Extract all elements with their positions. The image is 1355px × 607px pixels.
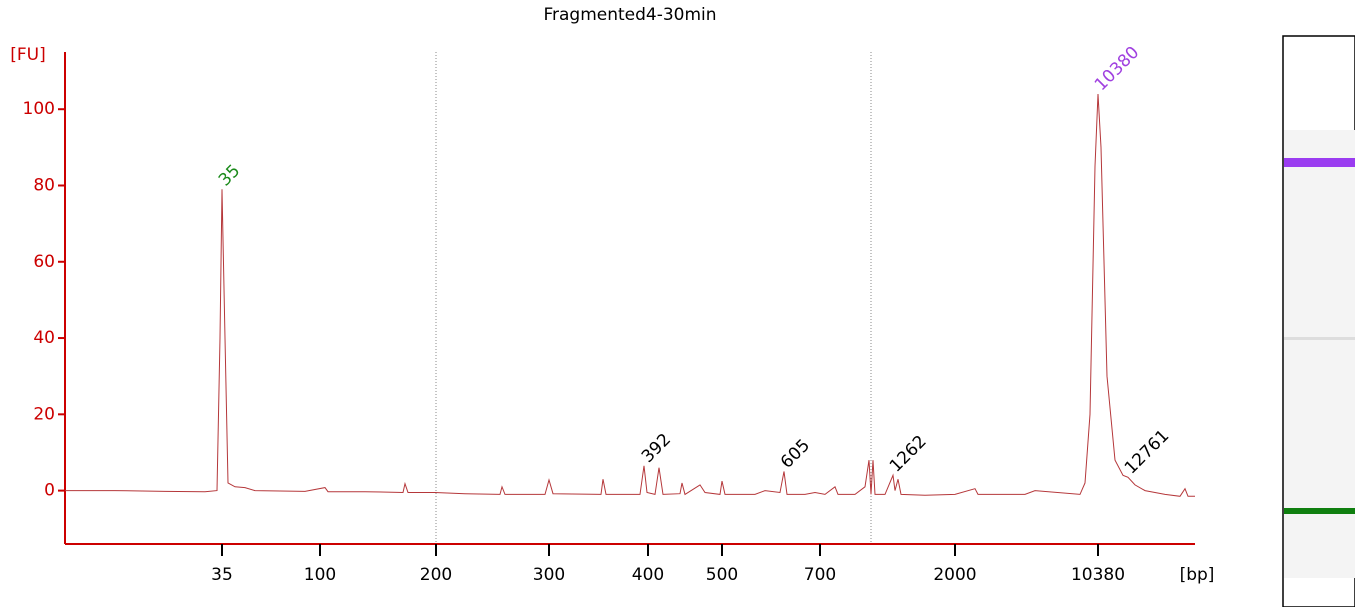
peak-label: 1262 [886,432,931,477]
chart-title: Fragmented4-30min [543,5,716,25]
x-tick-label: 700 [804,565,836,585]
x-tick-label: 10380 [1071,565,1125,585]
y-tick-label: 100 [23,99,55,119]
y-tick-label: 40 [33,328,55,348]
x-tick-label: 300 [533,565,565,585]
peak-label: 392 [638,430,675,467]
gel-band-lower [1284,508,1355,514]
y-tick-label: 0 [44,481,55,501]
peak-label: 35 [215,161,244,190]
gel-faint-band [1284,337,1355,340]
gel-lane [1282,35,1355,607]
x-tick-label: 400 [632,565,664,585]
y-axis-label: [FU] [10,45,46,65]
y-tick-label: 80 [33,175,55,195]
peak-label: 605 [777,436,814,473]
y-tick-label: 20 [33,404,55,424]
gel-band-upper [1284,158,1355,167]
y-tick-label: 60 [33,252,55,272]
x-tick-label: 200 [420,565,452,585]
x-tick-label: 35 [211,565,233,585]
gel-background [1284,130,1355,578]
peak-label: 10380 [1091,43,1143,95]
trace-line [65,93,1195,497]
x-axis-label: [bp] [1180,565,1215,585]
x-tick-label: 500 [706,565,738,585]
x-tick-label: 100 [304,565,336,585]
peak-label: 12761 [1121,426,1173,478]
x-tick-label: 2000 [933,565,976,585]
